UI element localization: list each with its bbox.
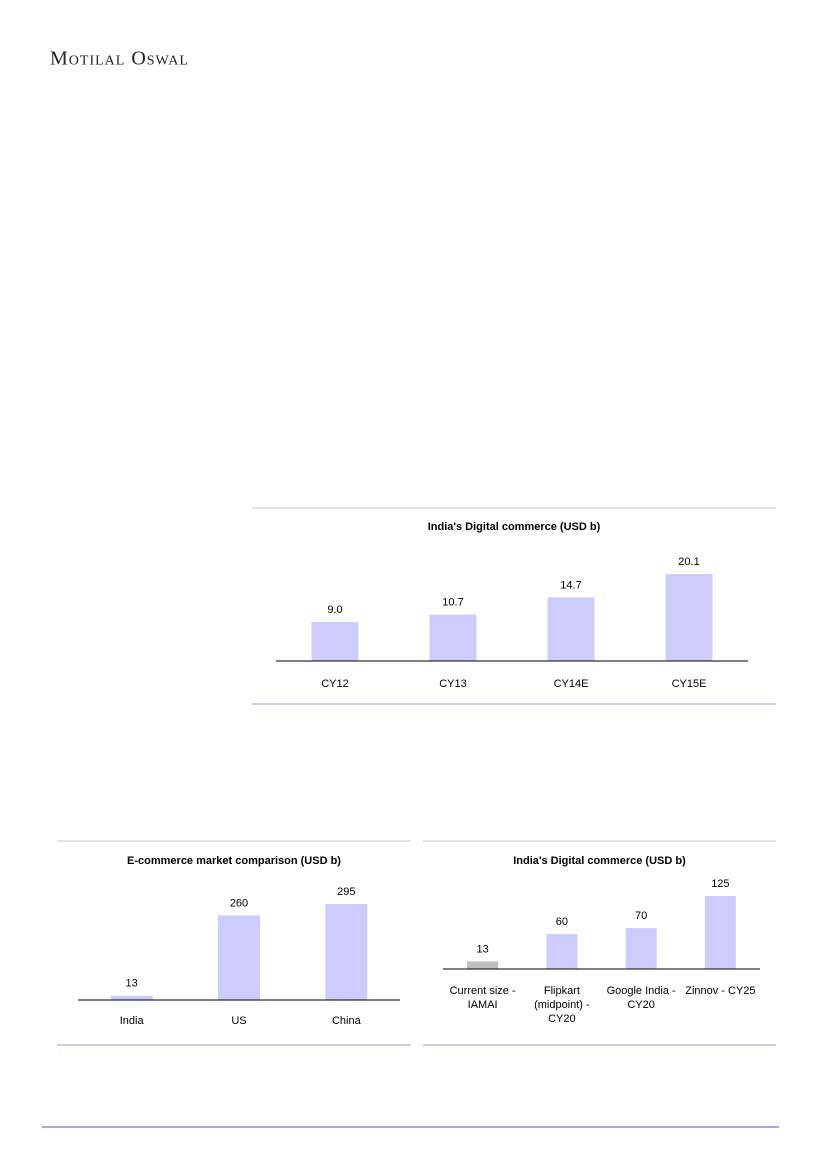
value-label: 13 bbox=[126, 978, 138, 990]
category-label: Google India - CY20 bbox=[606, 985, 676, 1011]
bar bbox=[218, 915, 260, 1000]
value-label: 125 bbox=[711, 878, 729, 890]
bar bbox=[547, 597, 595, 661]
category-label-box: Zinnov - CY25 bbox=[685, 985, 756, 997]
bar bbox=[704, 896, 736, 969]
value-label: 14.7 bbox=[560, 579, 581, 591]
category-label: India bbox=[120, 1015, 145, 1027]
value-label: 70 bbox=[635, 910, 647, 922]
chart-title: India's Digital commerce (USD b) bbox=[513, 855, 686, 867]
chart-title: E-commerce market comparison (USD b) bbox=[127, 855, 341, 867]
bar bbox=[625, 928, 657, 969]
category-label: China bbox=[332, 1015, 362, 1027]
bar bbox=[429, 614, 477, 661]
value-label: 10.7 bbox=[442, 597, 463, 609]
bar bbox=[325, 904, 368, 1000]
value-label: 60 bbox=[556, 916, 568, 928]
category-label-box: Google India - CY20 bbox=[606, 985, 676, 1011]
brand: Motilal Oswal bbox=[50, 48, 189, 70]
category-label: US bbox=[231, 1015, 246, 1027]
category-label: CY12 bbox=[321, 678, 349, 690]
value-label: 295 bbox=[337, 886, 355, 898]
chart-title: India's Digital commerce (USD b) bbox=[428, 521, 601, 533]
bar bbox=[665, 574, 713, 661]
bar bbox=[311, 622, 359, 661]
category-label: Zinnov - CY25 bbox=[685, 985, 756, 997]
bar bbox=[110, 995, 153, 1000]
bar bbox=[467, 961, 499, 969]
category-label: Current size - IAMAI bbox=[449, 985, 516, 1011]
bar bbox=[546, 933, 578, 969]
category-label: Flipkart (midpoint) - CY20 bbox=[534, 985, 590, 1025]
value-label: 20.1 bbox=[678, 556, 699, 568]
category-label: CY15E bbox=[672, 678, 707, 690]
category-label-box: Current size - IAMAI bbox=[449, 985, 516, 1011]
category-label: CY13 bbox=[439, 678, 467, 690]
value-label: 260 bbox=[230, 897, 248, 909]
category-label: CY14E bbox=[554, 678, 589, 690]
category-label-box: Flipkart (midpoint) - CY20 bbox=[534, 985, 590, 1025]
value-label: 13 bbox=[477, 943, 489, 955]
value-label: 9.0 bbox=[327, 604, 342, 616]
